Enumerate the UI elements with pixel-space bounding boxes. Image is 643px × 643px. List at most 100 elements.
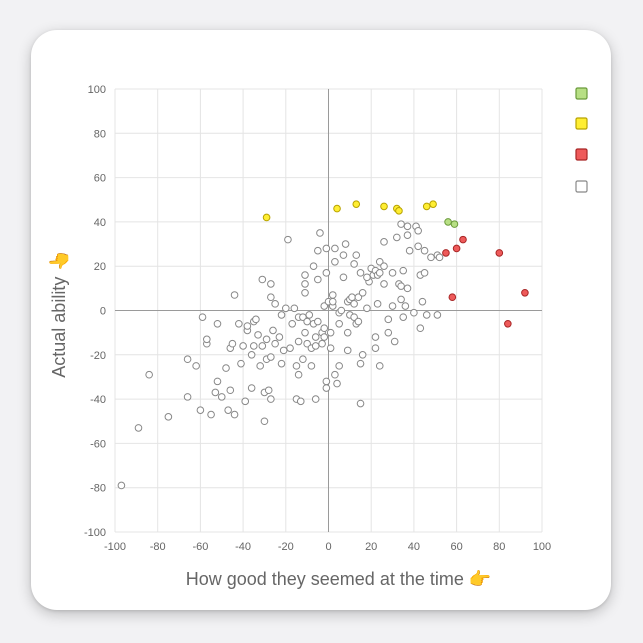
x-tick-label: 40 <box>408 541 420 553</box>
scatter-point <box>303 317 311 326</box>
x-tick-label: 80 <box>493 541 505 553</box>
scatter-point <box>435 253 444 262</box>
y-tick-label: -100 <box>84 527 106 539</box>
scatter-point <box>331 244 339 253</box>
scatter-point <box>358 288 367 297</box>
y-axis-title: Actual ability 👆 <box>48 249 69 377</box>
scatter-point <box>380 238 388 246</box>
scatter-point <box>286 344 294 352</box>
scatter-point <box>504 319 512 328</box>
scatter-point <box>403 231 412 239</box>
scatter-point <box>309 262 318 270</box>
scatter-point <box>288 319 297 328</box>
scatter-point <box>164 413 173 421</box>
scatter-point <box>196 406 205 414</box>
scatter-point <box>267 293 275 302</box>
scatter-point <box>339 251 348 259</box>
scatter-point <box>299 355 307 364</box>
y-tick-label: 20 <box>94 261 106 273</box>
scatter-point <box>348 293 356 302</box>
scatter-point <box>211 388 220 397</box>
scatter-point <box>275 333 284 341</box>
scatter-point <box>299 313 307 321</box>
scatter-point <box>350 260 358 268</box>
scatter-point <box>371 344 380 352</box>
scatter-point <box>316 229 324 237</box>
legend-swatch <box>575 87 588 100</box>
scatter-point <box>495 249 504 257</box>
scatter-point <box>322 384 331 392</box>
scatter-point <box>341 240 350 248</box>
scatter-point <box>373 300 382 308</box>
scatter-point <box>314 275 322 284</box>
scatter-point <box>414 242 422 251</box>
scatter-point <box>418 297 427 306</box>
scatter-point <box>277 359 286 368</box>
scatter-point <box>279 346 288 355</box>
scatter-point <box>420 269 429 277</box>
scatter-point <box>356 269 365 277</box>
scatter-point <box>352 200 361 208</box>
scatter-point <box>305 311 314 319</box>
legend-swatch <box>575 148 588 161</box>
scatter-point <box>258 275 267 284</box>
scatter-point <box>320 324 329 333</box>
scatter-point <box>450 220 459 228</box>
scatter-point <box>354 293 363 302</box>
x-tick-label: 100 <box>533 541 551 553</box>
scatter-point <box>388 302 397 310</box>
scatter-point <box>207 410 215 419</box>
scatter-point <box>226 386 235 395</box>
x-tick-label: 20 <box>365 541 377 553</box>
scatter-point <box>217 393 226 401</box>
scatter-point <box>343 328 352 337</box>
scatter-point <box>243 322 252 330</box>
scatter-point <box>235 319 243 328</box>
scatter-point <box>371 333 380 341</box>
scatter-point <box>326 344 335 352</box>
scatter-point <box>145 370 153 379</box>
scatter-point <box>230 410 239 419</box>
scatter-point <box>375 257 384 266</box>
scatter-point <box>301 271 309 279</box>
scatter-point <box>448 293 457 302</box>
scatter-point <box>282 304 290 313</box>
scatter-point <box>337 306 346 315</box>
scatter-point <box>322 377 331 386</box>
scatter-point <box>420 246 429 255</box>
scatter-point <box>183 355 192 364</box>
scatter-point <box>260 417 269 426</box>
scatter-point <box>331 257 339 266</box>
scatter-point <box>254 331 262 339</box>
x-tick-label: 60 <box>450 541 462 553</box>
scatter-point <box>363 304 371 313</box>
scatter-point <box>213 377 222 386</box>
scatter-chart: -100 -80 -60 -40 -20 0 20 40 60 80 100 -100 -80 -60 -4… <box>48 84 588 589</box>
scatter-point <box>284 235 292 244</box>
scatter-point <box>388 269 397 277</box>
scatter-point <box>249 342 258 350</box>
scatter-point <box>375 269 384 277</box>
scatter-point <box>356 399 365 408</box>
scatter-point <box>264 386 273 395</box>
scatter-point <box>290 304 299 313</box>
scatter-point <box>380 280 388 288</box>
y-tick-label: -20 <box>90 350 106 362</box>
y-tick-label: -80 <box>90 483 106 495</box>
scatter-point <box>267 280 275 288</box>
scatter-point <box>352 251 361 259</box>
scatter-point <box>224 406 232 414</box>
scatter-point <box>393 233 401 242</box>
scatter-point <box>311 333 320 341</box>
scatter-point <box>521 288 529 297</box>
scatter-point <box>183 393 192 401</box>
scatter-point <box>328 291 337 299</box>
scatter-point <box>384 315 393 324</box>
scatter-point <box>380 262 388 270</box>
scatter-point <box>442 249 450 257</box>
y-tick-label: 40 <box>94 217 106 229</box>
scatter-point <box>213 319 222 328</box>
scatter-point <box>311 342 320 350</box>
scatter-point <box>384 328 393 337</box>
scatter-point <box>241 397 250 406</box>
